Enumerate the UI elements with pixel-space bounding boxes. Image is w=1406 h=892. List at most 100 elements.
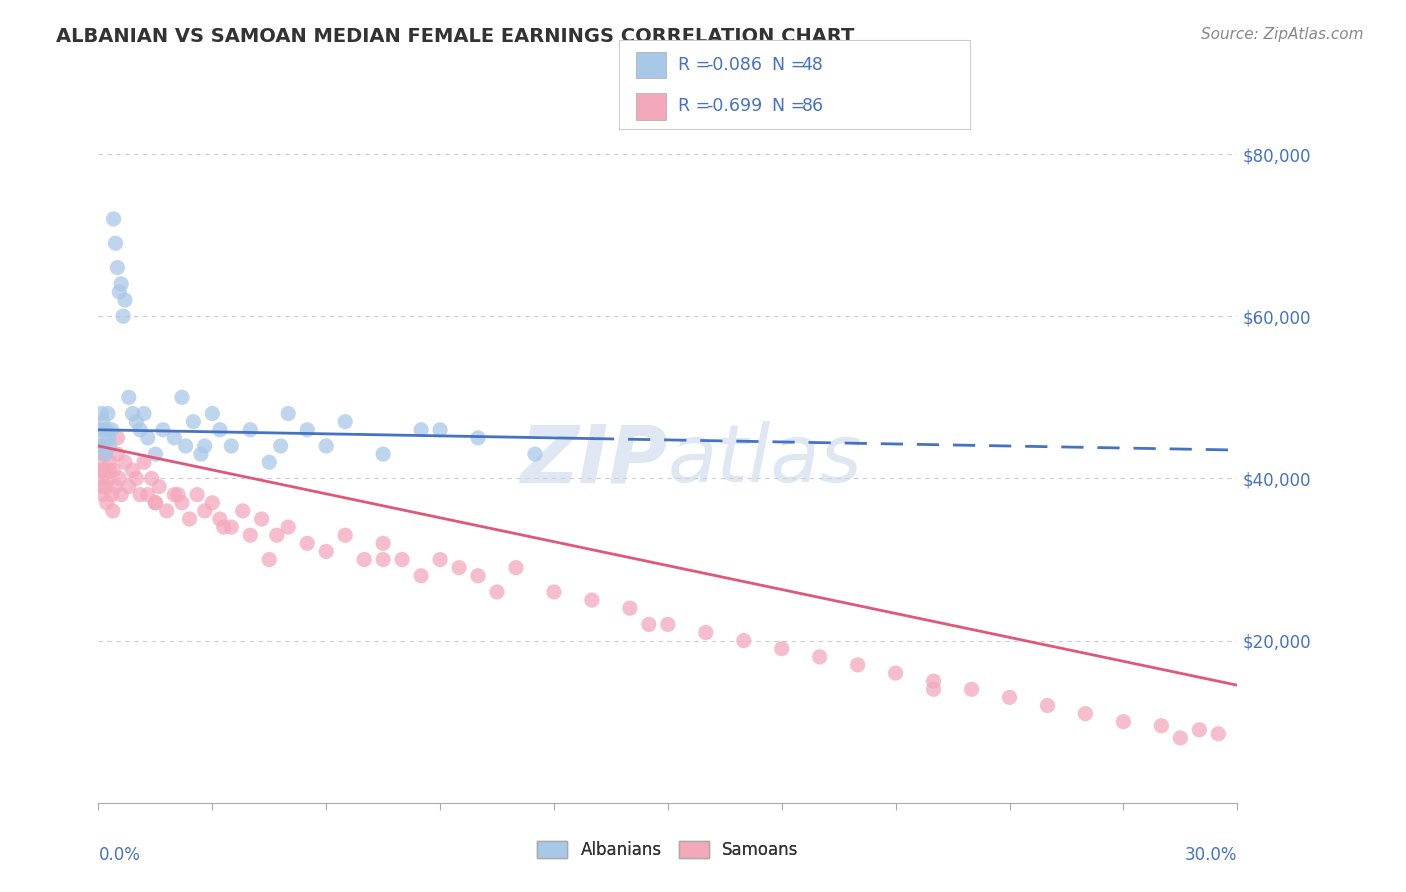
Point: [167, 488, 190, 502]
Point: [100, 488, 122, 502]
Point: [733, 633, 755, 648]
Point: [371, 447, 394, 461]
Point: [297, 536, 319, 550]
Point: [695, 625, 717, 640]
Point: [132, 407, 155, 421]
Point: [108, 285, 131, 299]
Point: [922, 682, 945, 697]
Point: [93, 431, 115, 445]
Text: 0.0%: 0.0%: [98, 846, 141, 863]
Point: [429, 423, 451, 437]
Point: [183, 415, 205, 429]
Point: [922, 674, 945, 689]
Point: [121, 463, 143, 477]
Point: [315, 544, 337, 558]
Point: [335, 528, 357, 542]
Point: [136, 431, 159, 445]
Point: [270, 439, 292, 453]
Text: atlas: atlas: [668, 421, 863, 500]
Point: [145, 447, 167, 461]
Text: 30.0%: 30.0%: [1185, 846, 1237, 863]
Point: [125, 415, 148, 429]
Point: [97, 407, 120, 421]
Point: [96, 439, 118, 453]
Point: [190, 447, 212, 461]
Point: [186, 488, 208, 502]
Point: [212, 520, 235, 534]
Point: [104, 479, 127, 493]
Point: [94, 447, 117, 461]
Point: [1036, 698, 1059, 713]
Point: [411, 423, 433, 437]
Point: [98, 463, 121, 477]
Point: [93, 463, 115, 477]
Point: [141, 471, 163, 485]
Point: [98, 431, 121, 445]
Point: [194, 504, 217, 518]
Point: [239, 423, 262, 437]
Point: [104, 236, 127, 251]
Text: Source: ZipAtlas.com: Source: ZipAtlas.com: [1201, 27, 1364, 42]
Text: R =: R =: [678, 97, 716, 115]
Point: [93, 447, 115, 461]
Point: [429, 552, 451, 566]
Point: [266, 528, 288, 542]
Point: [277, 407, 299, 421]
Point: [107, 260, 129, 275]
Point: [391, 552, 413, 566]
Point: [103, 463, 125, 477]
Text: N =: N =: [772, 97, 811, 115]
Point: [335, 415, 357, 429]
Point: [125, 471, 148, 485]
Point: [619, 601, 641, 615]
Text: -0.086: -0.086: [706, 56, 762, 74]
Point: [170, 390, 193, 404]
Point: [136, 488, 159, 502]
Point: [1170, 731, 1192, 745]
Point: [89, 423, 111, 437]
Point: [250, 512, 273, 526]
Point: [98, 439, 121, 453]
Point: [208, 512, 231, 526]
Point: [114, 455, 136, 469]
Point: [156, 504, 179, 518]
Point: [467, 568, 489, 582]
Point: [239, 528, 262, 542]
Point: [353, 552, 375, 566]
Point: [808, 649, 831, 664]
Point: [297, 423, 319, 437]
Point: [657, 617, 679, 632]
Point: [221, 520, 243, 534]
Point: [194, 439, 217, 453]
Point: [94, 423, 117, 437]
Text: ALBANIAN VS SAMOAN MEDIAN FEMALE EARNINGS CORRELATION CHART: ALBANIAN VS SAMOAN MEDIAN FEMALE EARNING…: [56, 27, 855, 45]
Text: -0.699: -0.699: [706, 97, 762, 115]
Point: [638, 617, 661, 632]
Point: [170, 496, 193, 510]
Point: [91, 415, 114, 429]
Point: [98, 455, 121, 469]
Text: 48: 48: [801, 56, 824, 74]
Point: [846, 657, 869, 672]
Point: [132, 455, 155, 469]
Point: [208, 423, 231, 437]
Point: [114, 293, 136, 307]
Point: [163, 431, 186, 445]
Point: [90, 463, 112, 477]
Point: [97, 471, 120, 485]
Point: [232, 504, 254, 518]
Point: [145, 496, 167, 510]
Point: [174, 439, 197, 453]
Text: R =: R =: [678, 56, 716, 74]
Point: [1074, 706, 1097, 721]
Point: [93, 479, 115, 493]
Point: [447, 560, 470, 574]
Point: [145, 496, 167, 510]
Point: [259, 455, 281, 469]
Point: [179, 512, 201, 526]
Point: [90, 471, 112, 485]
Point: [201, 496, 224, 510]
Point: [371, 552, 394, 566]
Point: [163, 488, 186, 502]
Point: [108, 471, 131, 485]
